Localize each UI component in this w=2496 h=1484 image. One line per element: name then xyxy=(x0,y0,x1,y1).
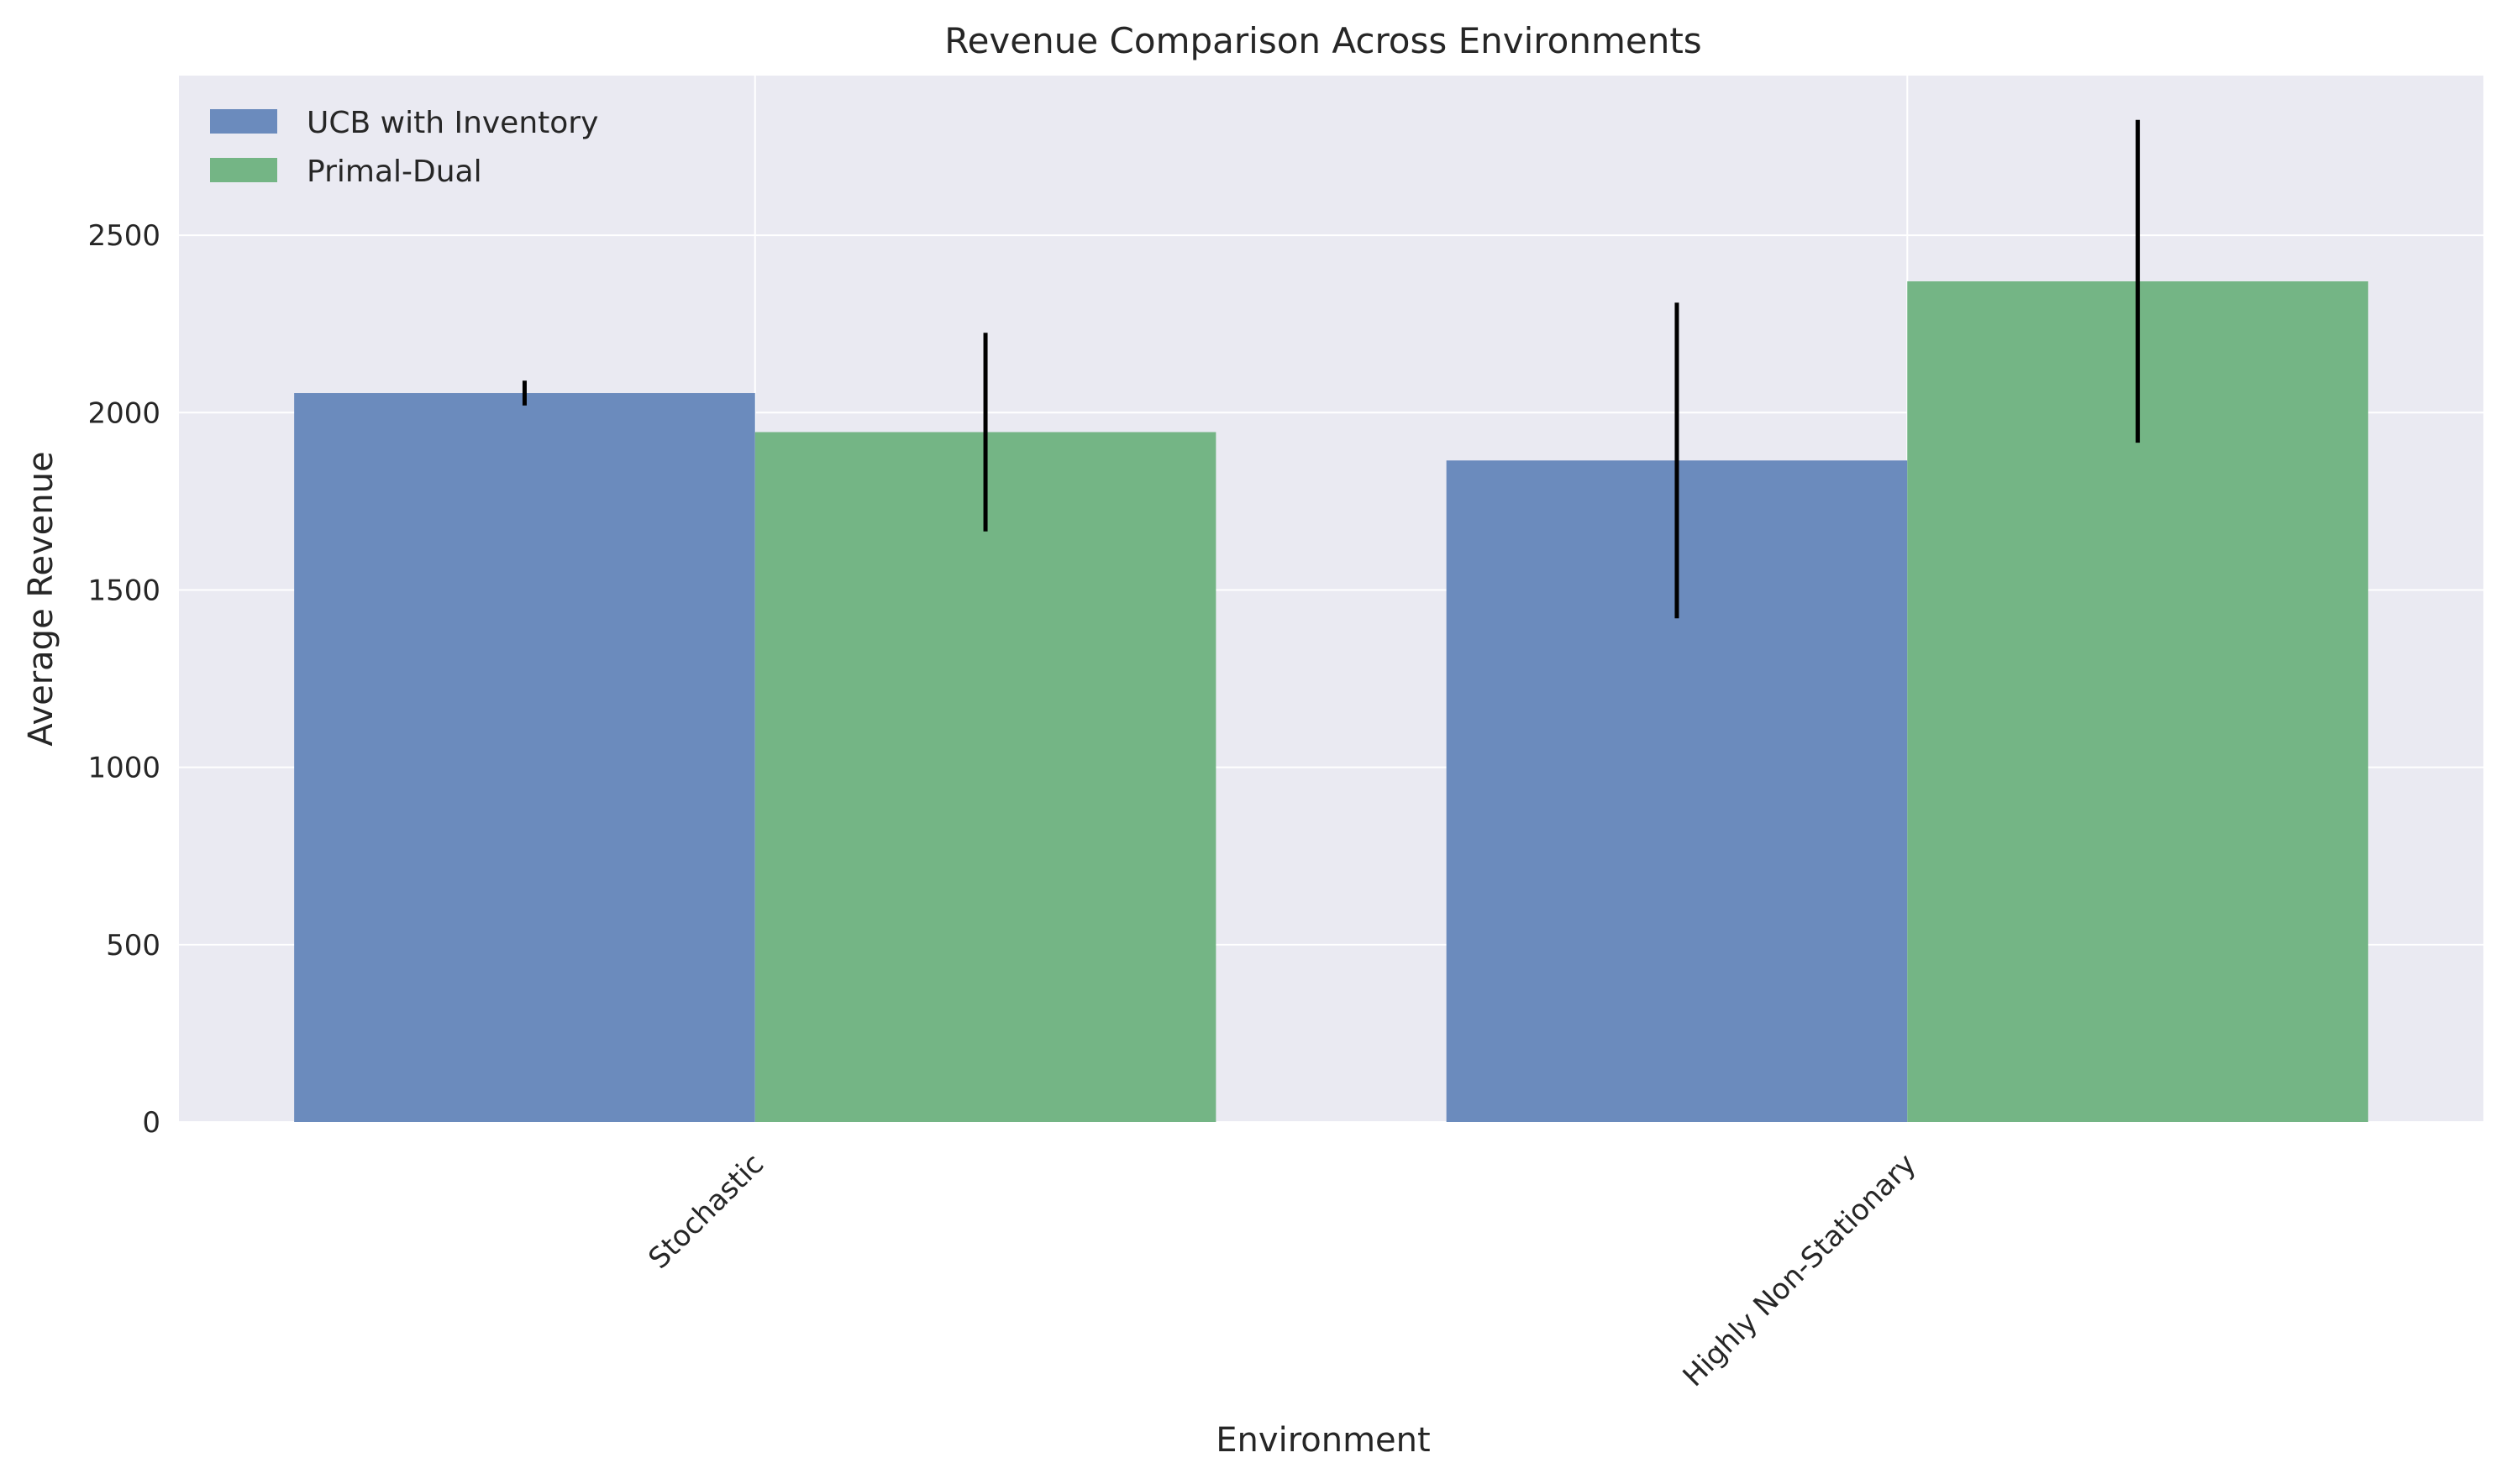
x-tick-label: Highly Non-Stationary xyxy=(1677,1147,1923,1393)
legend-swatch-primal-dual xyxy=(210,158,277,182)
y-tick-label: 500 xyxy=(106,929,160,962)
y-tick-label: 2500 xyxy=(87,219,160,253)
y-tick-label: 1500 xyxy=(87,574,160,607)
legend-label-primal-dual: Primal-Dual xyxy=(307,155,482,189)
bar-primal-dual-stochastic xyxy=(754,432,1216,1122)
y-tick-label: 2000 xyxy=(87,396,160,430)
error-bars xyxy=(522,119,2141,619)
legend-swatch-ucb-with-inventory xyxy=(210,109,277,134)
bars xyxy=(294,281,2368,1122)
legend: UCB with Inventory Primal-Dual xyxy=(210,106,598,189)
y-tick-labels: 0 500 1000 1500 2000 2500 xyxy=(87,219,160,1140)
bar-ucb-with-inventory-stochastic xyxy=(294,393,755,1122)
y-tick-label: 1000 xyxy=(87,752,160,785)
legend-label-ucb-with-inventory: UCB with Inventory xyxy=(307,106,598,140)
x-tick-labels: Stochastic Highly Non-Stationary xyxy=(642,1147,1922,1393)
x-tick-label: Stochastic xyxy=(642,1147,770,1276)
y-tick-label: 0 xyxy=(142,1106,160,1140)
x-axis-label: Environment xyxy=(1216,1421,1430,1460)
y-axis-label: Average Revenue xyxy=(22,451,60,746)
chart-title: Revenue Comparison Across Environments xyxy=(944,20,1701,61)
